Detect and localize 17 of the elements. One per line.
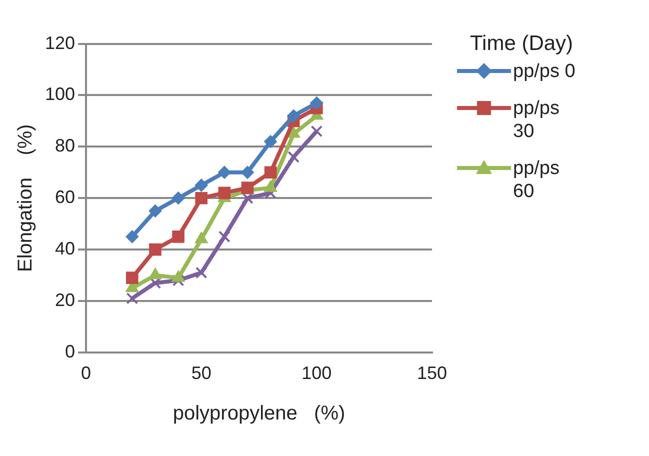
x-tick-label: 100 [302,363,332,384]
x-tick-label: 0 [81,363,92,384]
y-tick-label: 20 [55,290,76,310]
y-axis-title: Elongation (%) [14,124,37,272]
legend-label: pp/ps 30 [513,97,560,143]
x-tick-label: 150 [416,363,448,384]
y-tick-label: 40 [55,238,76,258]
y-tick-label: 120 [44,32,76,53]
legend-title: Time (Day) [470,32,574,56]
x-tick-label: 50 [191,363,212,384]
legend-label: pp/ps 0 [513,60,576,83]
y-tick-label: 100 [44,84,76,104]
y-tick-label: 60 [55,187,76,208]
legend-label: pp/ps 60 [513,157,560,203]
y-tick-label: 80 [55,136,76,156]
x-axis-title: polypropylene (%) [172,402,346,425]
y-tick-label: 0 [65,341,76,362]
